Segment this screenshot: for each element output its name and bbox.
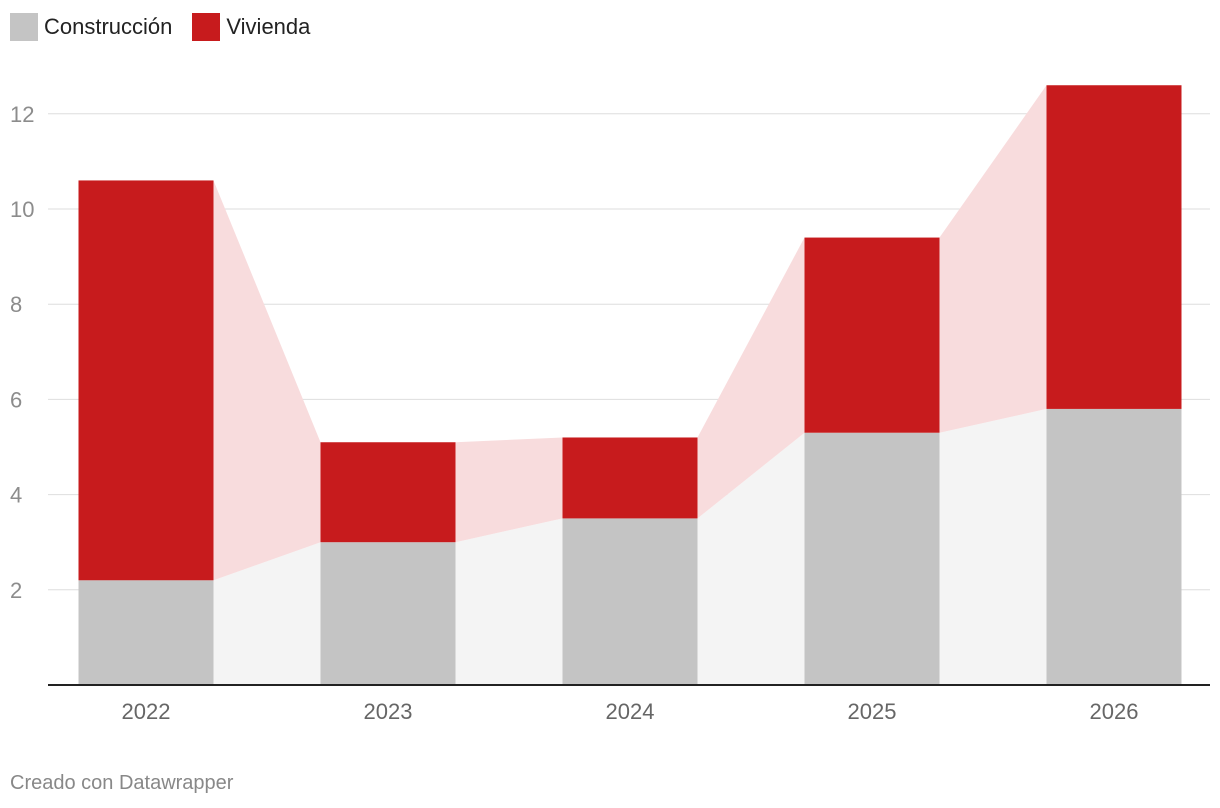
bar-construccion	[78, 580, 214, 685]
bar-construccion	[1046, 408, 1182, 685]
legend-label-vivienda: Vivienda	[226, 14, 311, 39]
connector-construccion	[455, 518, 563, 685]
connector-construccion	[697, 432, 805, 685]
x-tick-label: 2023	[364, 699, 413, 724]
bar-vivienda	[804, 237, 940, 433]
legend-swatch-vivienda	[192, 13, 221, 41]
y-tick-label: 8	[10, 292, 22, 317]
legend-label-construccion: Construcción	[44, 14, 173, 39]
legend-item-vivienda[interactable]: Vivienda	[192, 13, 310, 41]
connector-vivienda	[213, 180, 321, 581]
y-tick-label: 2	[10, 578, 22, 603]
x-tick-label: 2022	[122, 699, 171, 724]
bar-vivienda	[1046, 85, 1182, 409]
bar-construccion	[562, 518, 698, 685]
connector-construccion	[939, 408, 1047, 685]
y-tick-label: 10	[10, 197, 34, 222]
x-tick-label: 2024	[606, 699, 655, 724]
legend-item-construccion[interactable]: Construcción	[10, 13, 172, 41]
connector-construccion	[213, 542, 321, 685]
legend-swatch-construccion	[10, 13, 38, 41]
credit-text: Creado con Datawrapper	[10, 772, 234, 794]
connector-vivienda	[939, 85, 1047, 433]
connector-vivienda	[697, 237, 805, 519]
bar-vivienda	[320, 442, 456, 543]
connector-vivienda	[455, 437, 563, 543]
bar-vivienda	[562, 437, 698, 519]
bar-construccion	[320, 542, 456, 685]
x-tick-label: 2025	[848, 699, 897, 724]
y-tick-label: 4	[10, 483, 22, 508]
bar-construccion	[804, 432, 940, 685]
bar-vivienda	[78, 180, 214, 581]
y-tick-label: 6	[10, 387, 22, 412]
legend: Construcción Vivienda	[10, 13, 310, 41]
y-tick-label: 12	[10, 102, 34, 127]
x-tick-label: 2026	[1090, 699, 1139, 724]
